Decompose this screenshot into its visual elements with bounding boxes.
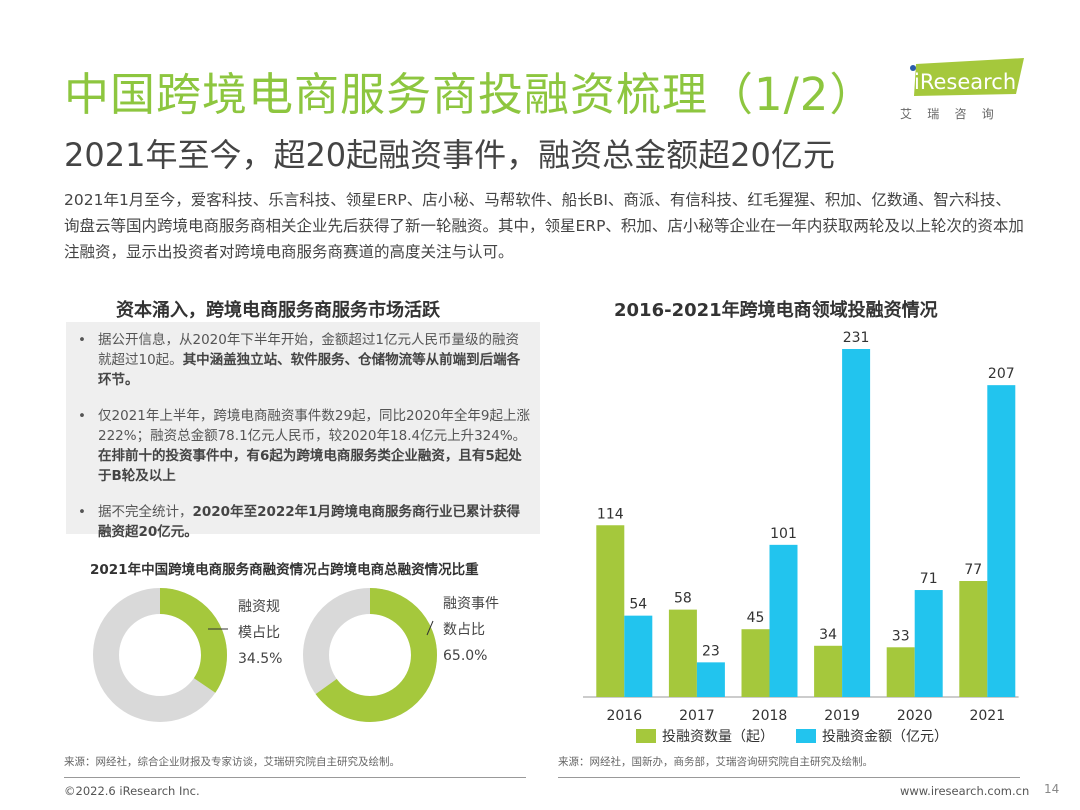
donut-title: 2021年中国跨境电商服务商融资情况占跨境电商总融资情况比重 [90, 562, 479, 578]
x-tick-label: 2017 [679, 708, 715, 724]
bar-amount [914, 590, 943, 697]
bar-data-label: 207 [988, 366, 1015, 382]
x-tick-label: 2016 [606, 708, 642, 724]
divider [64, 777, 526, 778]
bar-count [741, 629, 770, 697]
bar-data-label: 77 [964, 562, 982, 578]
bar-count [959, 581, 988, 697]
page-title: 中国跨境电商服务商投融资梳理（1/2） [64, 68, 876, 121]
bullet-item: 仅2021年上半年，跨境电商融资事件数29起，同比2020年全年9起上涨222%… [74, 406, 530, 486]
legend-swatch [636, 729, 656, 743]
bar-data-label: 58 [674, 591, 692, 607]
bar-data-label: 34 [819, 627, 837, 643]
x-tick-label: 2018 [752, 708, 788, 724]
bullet-bold: 其中涵盖独立站、软件服务、仓储物流等从前端到后端各环节。 [98, 352, 521, 388]
bullet-item: 据不完全统计，2020年至2022年1月跨境电商服务商行业已累计获得融资超20亿… [74, 502, 530, 542]
copyright: ©2022.6 iResearch Inc. [64, 784, 200, 798]
bar-data-label: 101 [770, 526, 797, 542]
bar-amount [987, 385, 1016, 697]
x-tick-label: 2019 [824, 708, 860, 724]
bar-data-label: 231 [843, 330, 870, 346]
leader-line [426, 620, 434, 636]
x-tick-label: 2021 [969, 708, 1005, 724]
donut-share-arc [303, 588, 437, 722]
page-number: 14 [1044, 782, 1060, 796]
donut-label-2: 融资事件 数占比 65.0% [443, 596, 499, 664]
legend-swatch [796, 729, 816, 743]
bar-data-label: 114 [597, 506, 624, 522]
legend-label: 投融资数量（起） [662, 729, 774, 745]
bullet-box: 据公开信息，从2020年下半年开始，金额超过1亿元人民币量级的融资就超过10起。… [66, 322, 540, 540]
donut-charts [93, 588, 437, 722]
bar-amount [842, 349, 871, 697]
bar-count [814, 645, 843, 697]
bar-data-label: 33 [892, 628, 910, 644]
website-url[interactable]: www.iresearch.com.cn [900, 784, 1030, 798]
svg-text:艾 瑞 咨 询: 艾 瑞 咨 询 [900, 106, 994, 121]
intro-paragraph: 2021年1月至今，爱客科技、乐言科技、领星ERP、店小秘、马帮软件、船长BI、… [64, 191, 1024, 261]
bar-count [668, 609, 697, 697]
bar-data-label: 54 [629, 597, 647, 613]
page-subtitle: 2021年至今，超20起融资事件，融资总金额超20亿元 [64, 136, 835, 174]
bullet-item: 据公开信息，从2020年下半年开始，金额超过1亿元人民币量级的融资就超过10起。… [74, 330, 530, 390]
bullet-bold: 2020年至2022年1月跨境电商服务商行业已累计获得融资超20亿元。 [98, 504, 521, 540]
bar-amount [769, 544, 798, 697]
divider [558, 777, 1020, 778]
bar-chart: 114 54 2016 58 23 2017 45 101 2018 34 231 2019 33 71 2… [583, 330, 1019, 745]
bullet-text: 据公开信息，从2020年下半年开始，金额超过1亿元人民币量级的融资就超过10起。 [98, 332, 519, 368]
chart-title: 2016-2021年跨境电商领域投融资情况 [614, 300, 938, 321]
bar-data-label: 71 [920, 571, 938, 587]
donut-label-1: 融资规 模占比 34.5% [238, 599, 283, 667]
legend-label: 投融资金额（亿元） [822, 729, 948, 745]
donut-share-arc [93, 588, 227, 722]
right-source: 来源：网经社，国新办，商务部，艾瑞咨询研究院自主研究及绘制。 [558, 756, 873, 768]
left-section-title: 资本涌入，跨境电商服务商服务市场活跃 [116, 300, 440, 321]
x-tick-label: 2020 [897, 708, 933, 724]
bullet-text: 据不完全统计， [98, 504, 193, 520]
iresearch-logo: iResearch 艾 瑞 咨 询 [900, 58, 1024, 121]
bullet-bold: 在排前十的投资事件中，有6起为跨境电商服务类企业融资，且有5起处于B轮及以上 [98, 448, 522, 484]
bar-data-label: 23 [702, 643, 720, 659]
bar-amount [696, 662, 725, 697]
bar-count [886, 647, 915, 697]
bullet-text: 仅2021年上半年，跨境电商融资事件数29起，同比2020年全年9起上涨222%… [98, 408, 530, 444]
bar-amount [624, 615, 653, 697]
svg-text:iResearch: iResearch [914, 70, 1016, 94]
left-source: 来源：网经社，综合企业财报及专家访谈，艾瑞研究院自主研究及绘制。 [64, 756, 400, 768]
bar-data-label: 45 [747, 610, 765, 626]
bar-count [596, 525, 625, 697]
